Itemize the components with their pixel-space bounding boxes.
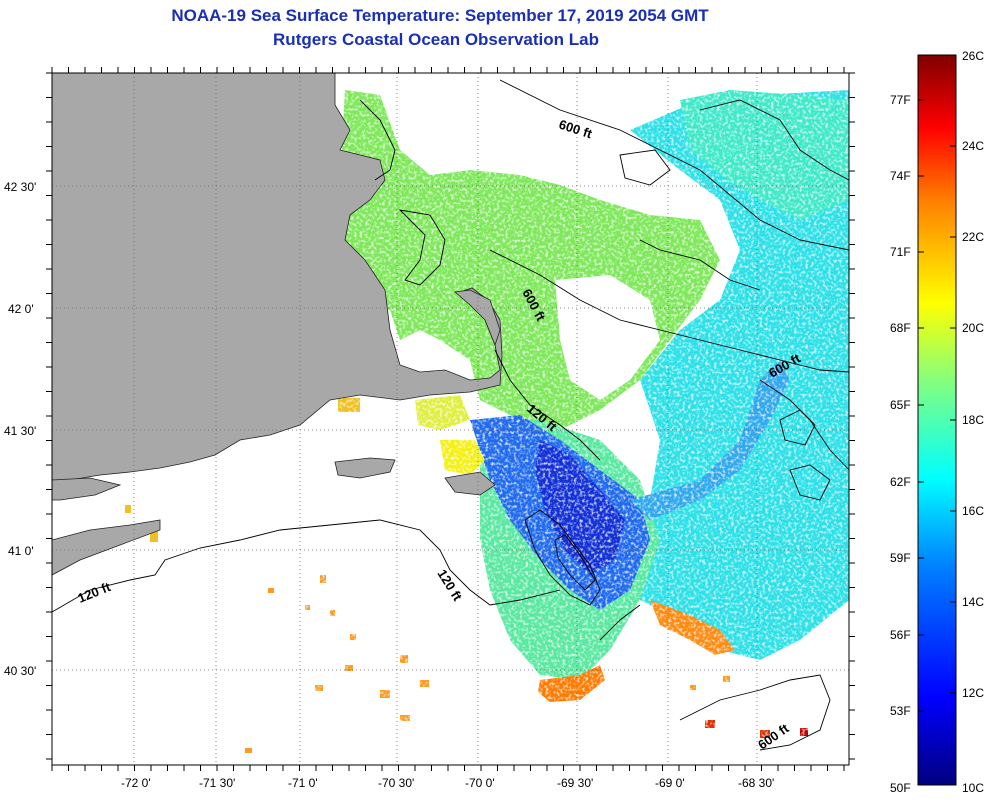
colorbar-c-label: 24C — [962, 139, 984, 153]
land-block-island — [52, 477, 122, 501]
colorbar-c-label: 10C — [962, 781, 984, 795]
land-nantucket — [444, 471, 496, 496]
lon-tick-label: -70 0' — [465, 776, 495, 790]
longitude-axis: -72 0' -71 30' -71 0' -70 30' -70 0' -69… — [121, 776, 774, 790]
lat-tick-label: 41 0' — [8, 544, 34, 558]
colorbar-gradient — [917, 54, 957, 786]
colorbar-f-label: 65F — [890, 398, 911, 412]
colorbar-f-label: 71F — [890, 245, 911, 259]
colorbar-c-label: 26C — [962, 49, 984, 63]
colorbar-c-label: 12C — [962, 686, 984, 700]
colorbar-f-label: 74F — [890, 169, 911, 183]
colorbar-f-label: 50F — [890, 781, 911, 795]
lon-tick-label: -69 0' — [655, 776, 685, 790]
map-border — [51, 72, 850, 766]
lon-tick-label: -72 0' — [121, 776, 151, 790]
bathymetry-contours — [52, 79, 849, 751]
lat-tick-label: 42 0' — [8, 302, 34, 316]
colorbar-c-label: 16C — [962, 504, 984, 518]
temperature-colorbar: 77F 74F 71F 68F 65F 62F 59F 56F 53F 50F … — [890, 49, 984, 795]
latitude-axis: 42 30' 42 0' 41 30' 41 0' 40 30' — [4, 180, 36, 678]
colorbar-f-label: 68F — [890, 321, 911, 335]
lon-tick-label: -69 30' — [557, 776, 593, 790]
cloud-mask-center — [555, 275, 660, 400]
map-subtitle: Rutgers Coastal Ocean Observation Lab — [273, 30, 599, 49]
colorbar-c-label: 20C — [962, 321, 984, 335]
lon-tick-label: -68 30' — [738, 776, 774, 790]
lat-tick-label: 40 30' — [4, 664, 36, 678]
map-title: NOAA-19 Sea Surface Temperature: Septemb… — [171, 6, 709, 25]
lat-tick-label: 41 30' — [4, 424, 36, 438]
cloud-mask-north — [390, 80, 650, 185]
lon-tick-label: -70 30' — [378, 776, 414, 790]
colorbar-f-label: 62F — [890, 475, 911, 489]
colorbar-c-label: 14C — [962, 595, 984, 609]
graticule — [52, 73, 849, 765]
land-cape-cod-tip — [454, 289, 501, 347]
land-marthas-vineyard — [334, 457, 396, 479]
colorbar-f-label: 56F — [890, 628, 911, 642]
lat-tick-label: 42 30' — [4, 180, 36, 194]
minor-ticks — [46, 67, 855, 771]
land-long-island — [52, 519, 161, 576]
lon-tick-label: -71 30' — [199, 776, 235, 790]
lon-tick-label: -71 0' — [288, 776, 318, 790]
colorbar-f-label: 77F — [890, 93, 911, 107]
colorbar-f-label: 53F — [890, 704, 911, 718]
colorbar-c-label: 22C — [962, 230, 984, 244]
colorbar-f-label: 59F — [890, 551, 911, 565]
colorbar-c-label: 18C — [962, 413, 984, 427]
